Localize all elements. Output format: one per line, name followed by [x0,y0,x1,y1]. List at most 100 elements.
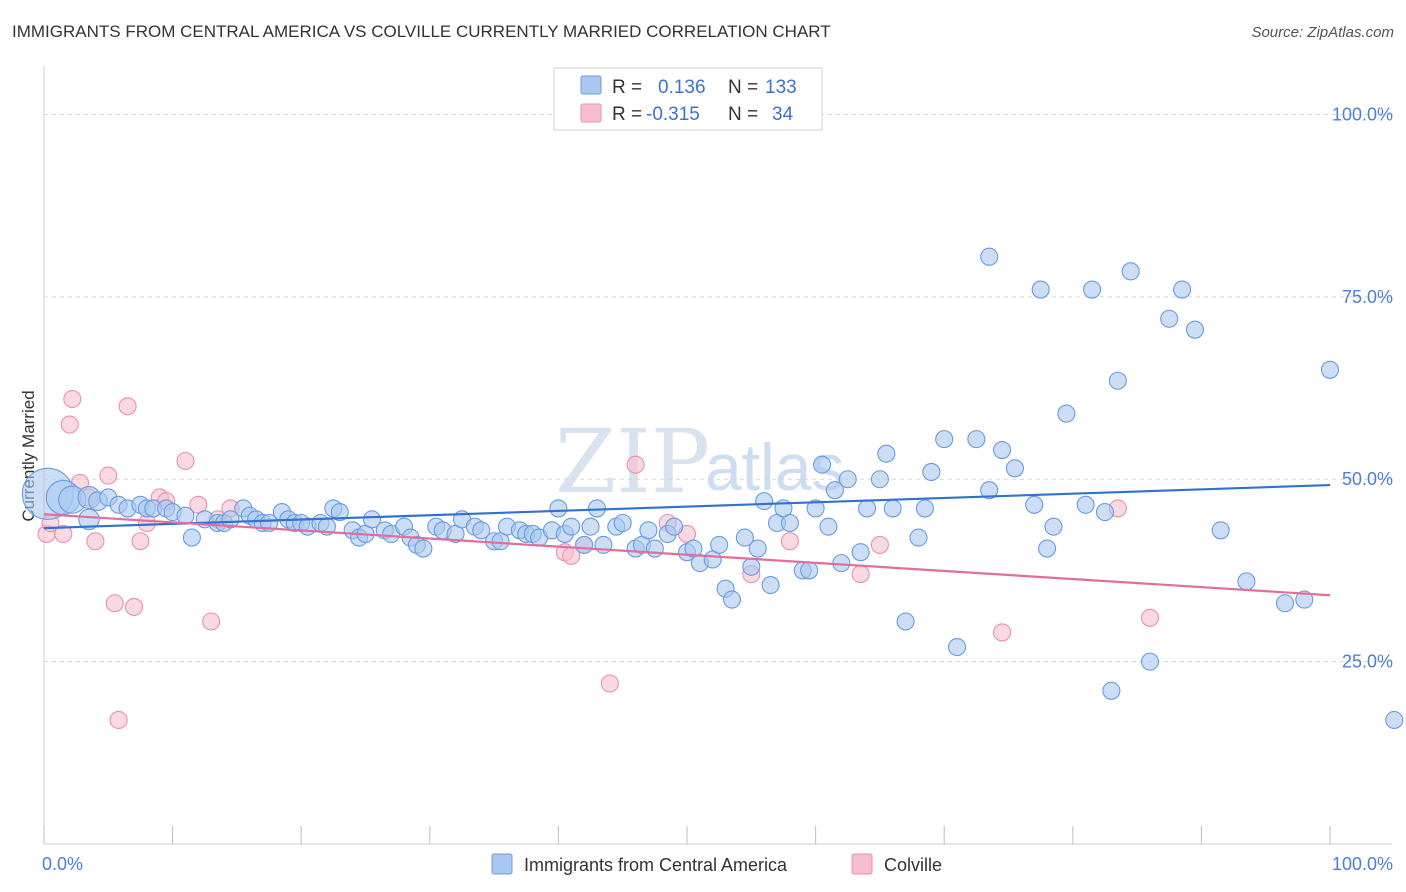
central-america-point-33 [330,503,349,522]
central-america-point-58 [549,499,568,518]
central-america-point-115 [1076,495,1095,514]
central-america-point-102 [909,528,928,547]
legend-swatch-pink [580,103,602,123]
central-america-point-43 [414,539,433,558]
central-america-point-60 [562,517,581,536]
central-america-point-83 [755,492,774,511]
legend-n-label-2: N = [728,104,758,125]
series-legend-label-central-america: Immigrants from Central America [524,855,788,875]
x-tick-labels: 0.0% 100.0% [42,854,1393,874]
series-central-america-points [21,247,1404,730]
central-america-point-82 [748,539,767,558]
central-america-point-14 [176,506,195,525]
colville-point-32 [870,535,889,554]
watermark: ZIP atlas [555,410,844,513]
colville-point-9 [105,594,124,613]
colville-point-2 [54,524,73,544]
trend-lines [43,483,1331,597]
central-america-point-81 [742,557,761,576]
central-america-point-126 [1211,521,1230,540]
legend-r-value-1: 0.136 [658,77,706,98]
legend-n-label-1: N = [728,77,758,98]
y-tick-label-1: 50.0% [1342,469,1393,489]
source-note: Source: ZipAtlas.com [1251,24,1394,41]
central-america-point-120 [1185,320,1205,339]
x-tick-label-1: 100.0% [1332,854,1393,874]
central-america-point-107 [967,430,986,449]
central-america-point-105 [935,430,954,449]
central-america-point-5 [78,508,100,531]
x-tick-label-0: 0.0% [42,854,83,874]
central-america-point-89 [800,561,819,580]
central-america-point-97 [857,499,877,518]
central-america-point-101 [896,612,915,631]
legend-swatch-blue [580,75,602,95]
central-america-point-128 [1275,594,1295,613]
colville-point-30 [780,532,799,551]
colville-point-25 [600,674,619,693]
central-america-point-131 [1320,360,1340,379]
central-america-point-49 [472,521,491,540]
central-america-point-125 [1173,280,1192,299]
central-america-point-104 [922,462,941,481]
central-america-point-123 [1031,280,1050,299]
central-america-point-84 [761,575,780,595]
series-legend-label-colville: Colville [884,855,942,875]
trend-line-central-america [43,483,1331,530]
gridlines [44,113,1392,663]
colville-point-10 [109,710,128,730]
axes [43,66,1392,845]
central-america-point-69 [639,521,658,540]
colville-point-31 [851,565,870,584]
series-legend-swatch-blue [491,853,513,875]
central-america-point-111 [1025,495,1044,514]
central-america-point-132 [1385,710,1404,730]
y-tick-label-0: 25.0% [1342,652,1393,672]
series-legend-swatch-pink [851,853,873,875]
legend-n-value-1: 133 [765,77,797,98]
y-tick-label-3: 100.0% [1332,104,1393,124]
central-america-point-90 [806,499,825,518]
colville-point-8 [99,466,118,485]
legend-r-label-1: R = [612,77,642,98]
trend-line-colville [43,513,1331,597]
central-america-point-117 [1108,371,1127,390]
legend-n-value-2: 34 [772,104,794,125]
central-america-point-79 [722,590,742,609]
central-america-point-129 [1295,590,1314,609]
colville-point-7 [86,532,105,551]
central-america-point-72 [665,517,684,536]
colville-point-17 [176,451,195,471]
central-america-point-62 [581,517,600,536]
correlation-legend: R = 0.136 N = 133 R = -0.315 N = 34 [553,67,823,131]
central-america-point-121 [1121,262,1140,281]
colville-point-19 [202,612,221,631]
central-america-point-119 [1160,309,1179,328]
central-america-point-114 [1057,404,1076,423]
colville-point-3 [60,415,79,434]
central-america-point-113 [1044,517,1063,536]
colville-point-12 [124,597,144,616]
central-america-point-103 [915,499,934,518]
colville-point-13 [131,532,150,551]
central-america-point-106 [948,637,967,657]
y-tick-labels: 25.0% 50.0% 75.0% 100.0% [1332,104,1393,671]
central-america-point-93 [819,517,838,536]
central-america-point-95 [851,543,870,562]
legend-r-label-2: R = [612,104,642,125]
central-america-point-98 [870,470,889,489]
central-america-point-92 [825,481,844,500]
central-america-point-19 [221,510,240,529]
colville-point-11 [118,397,137,416]
y-tick-label-2: 75.0% [1342,287,1393,307]
central-america-point-80 [735,528,754,547]
central-america-point-124 [980,247,999,266]
central-america-point-100 [877,444,896,463]
central-america-point-110 [1005,459,1024,478]
central-america-point-96 [838,470,857,489]
central-america-point-37 [362,510,381,529]
central-america-point-130 [1102,681,1121,700]
central-america-point-70 [645,539,664,558]
central-america-point-87 [780,513,799,533]
